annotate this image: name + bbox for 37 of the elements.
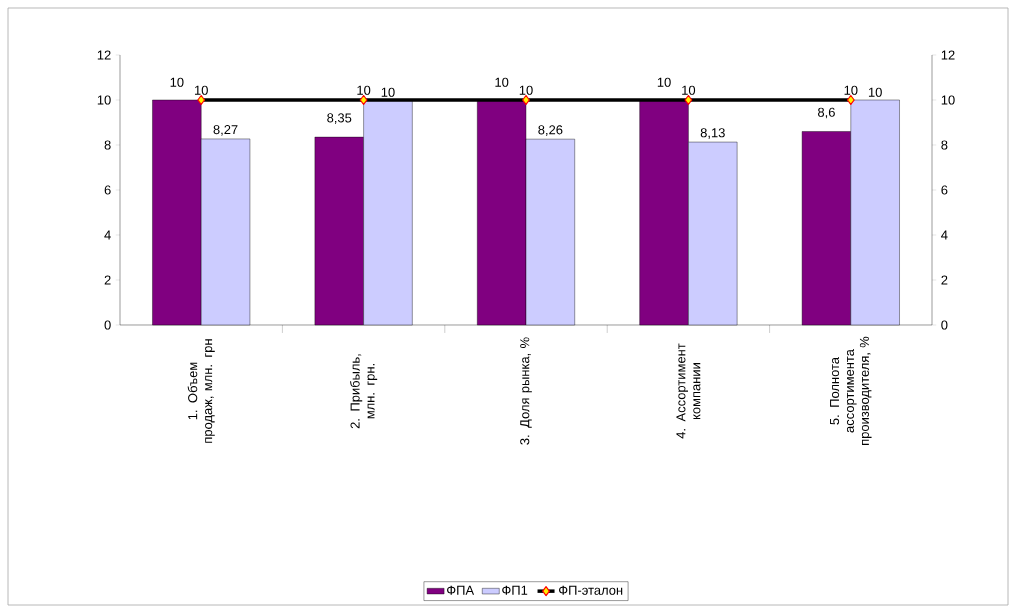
y2-tick-label: 2 bbox=[941, 275, 948, 285]
y-tick-label: 10 bbox=[97, 95, 111, 105]
data-label: 8,13 bbox=[700, 128, 725, 139]
y2-tick-label: 0 bbox=[941, 320, 948, 330]
y-tick-label: 6 bbox=[104, 185, 111, 195]
legend-label: ФП1 bbox=[502, 585, 528, 595]
data-label: 10 bbox=[682, 85, 696, 95]
data-label: 10 bbox=[170, 77, 184, 87]
data-label: 10 bbox=[495, 77, 509, 87]
x-tick-label: 1. Объем продаж, млн. грн bbox=[187, 339, 215, 443]
data-label: 8,27 bbox=[213, 125, 238, 136]
data-label: 8,35 bbox=[327, 113, 352, 124]
y-tick-label: 8 bbox=[104, 140, 111, 150]
y-tick-label: 4 bbox=[104, 230, 111, 240]
data-label: 10 bbox=[519, 85, 533, 95]
data-label: 10 bbox=[357, 85, 371, 95]
y2-tick-label: 6 bbox=[941, 185, 948, 195]
x-tick-label: 3. Доля рынка, % bbox=[520, 337, 532, 445]
y2-tick-label: 8 bbox=[941, 140, 948, 150]
y-tick-label: 0 bbox=[104, 320, 111, 330]
x-tick-label: 5. Полнота ассортимента производителя, % bbox=[830, 336, 872, 445]
y2-tick-label: 10 bbox=[941, 95, 955, 105]
y-tick-label: 12 bbox=[97, 50, 111, 60]
data-label: 10 bbox=[657, 77, 671, 87]
data-label: 10 bbox=[844, 85, 858, 95]
y-tick-label: 2 bbox=[104, 275, 111, 285]
data-label: 8,6 bbox=[818, 107, 835, 119]
x-tick-label: 4. Ассортимент компании bbox=[676, 343, 701, 439]
y2-tick-label: 12 bbox=[941, 50, 955, 60]
legend-label: ФПА bbox=[447, 585, 475, 595]
y2-tick-label: 4 bbox=[941, 230, 948, 240]
data-label: 10 bbox=[381, 87, 395, 97]
data-label: 8,26 bbox=[538, 125, 563, 136]
data-label: 10 bbox=[868, 87, 882, 97]
legend-label: ФП-эталон bbox=[559, 585, 623, 595]
data-label: 10 bbox=[194, 85, 208, 95]
x-tick-label: 2. Прибыль, млн. грн. bbox=[350, 354, 378, 429]
